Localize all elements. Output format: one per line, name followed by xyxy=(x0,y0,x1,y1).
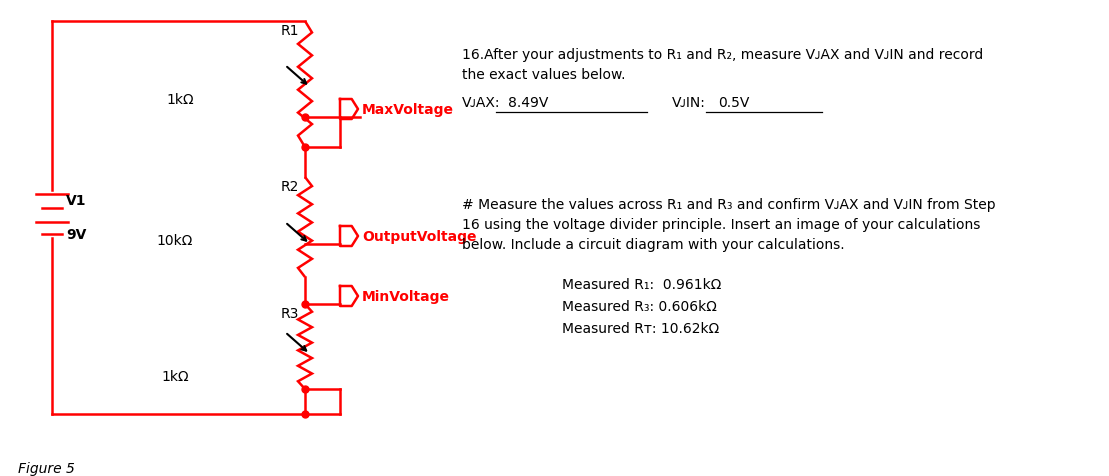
Text: # Measure the values across R₁ and R₃ and confirm VᴊAX and VᴊIN from Step: # Measure the values across R₁ and R₃ an… xyxy=(462,198,996,211)
Text: 0.5V: 0.5V xyxy=(718,96,750,110)
Text: VᴊIN:: VᴊIN: xyxy=(672,96,705,110)
Text: 8.49V: 8.49V xyxy=(508,96,548,110)
Text: 1kΩ: 1kΩ xyxy=(166,93,194,107)
Text: R2: R2 xyxy=(281,179,299,194)
Text: Figure 5: Figure 5 xyxy=(18,461,75,475)
Text: the exact values below.: the exact values below. xyxy=(462,68,625,82)
Text: MinVoltage: MinVoltage xyxy=(362,289,450,303)
Text: MaxVoltage: MaxVoltage xyxy=(362,103,454,117)
Text: 10kΩ: 10kΩ xyxy=(156,234,193,248)
Text: OutputVoltage: OutputVoltage xyxy=(362,229,477,244)
Text: 16 using the voltage divider principle. Insert an image of your calculations: 16 using the voltage divider principle. … xyxy=(462,218,980,231)
Text: VᴊAX:: VᴊAX: xyxy=(462,96,500,110)
Text: 16.After your adjustments to R₁ and R₂, measure VᴊAX and VᴊIN and record: 16.After your adjustments to R₁ and R₂, … xyxy=(462,48,984,62)
Text: below. Include a circuit diagram with your calculations.: below. Include a circuit diagram with yo… xyxy=(462,238,845,251)
Text: R1: R1 xyxy=(281,24,299,38)
Text: Measured R₁:  0.961kΩ: Measured R₁: 0.961kΩ xyxy=(562,278,721,291)
Text: Measured R₃: 0.606kΩ: Measured R₃: 0.606kΩ xyxy=(562,299,716,313)
Text: R3: R3 xyxy=(281,307,299,320)
Text: 1kΩ: 1kΩ xyxy=(161,370,189,384)
Text: V1: V1 xyxy=(67,194,87,208)
Text: 9V: 9V xyxy=(67,228,87,242)
Text: Measured Rᴛ: 10.62kΩ: Measured Rᴛ: 10.62kΩ xyxy=(562,321,720,335)
